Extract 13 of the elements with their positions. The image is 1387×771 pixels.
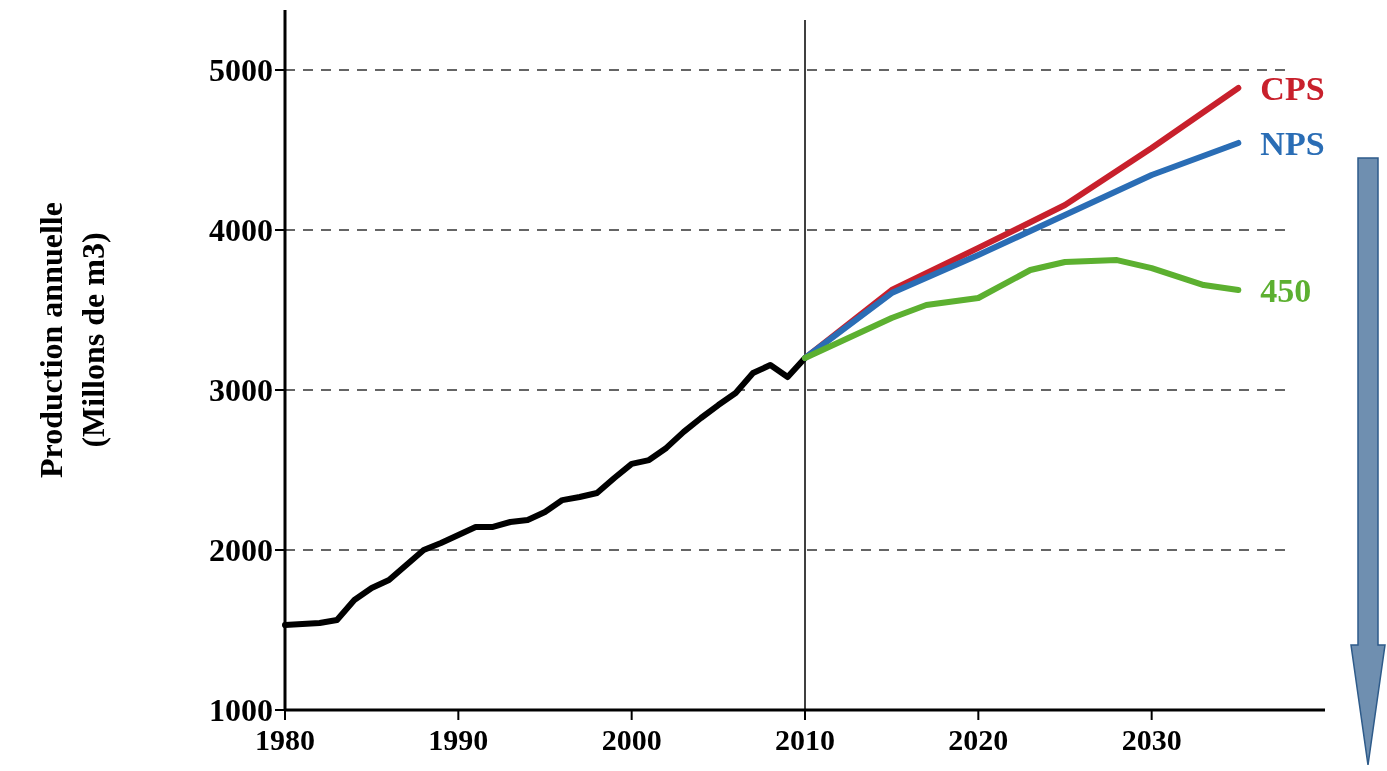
series-label: CPS [1260,69,1325,107]
x-tick-label: 1990 [428,723,489,756]
y-tick-label: 2000 [209,532,273,569]
series-label: 450 [1260,271,1312,309]
x-tick-label: 2030 [1121,723,1182,756]
x-tick-label: 2020 [948,723,1009,756]
x-tick-label: 2000 [601,723,662,756]
series-label: NPS [1260,124,1325,162]
y-axis-title: Production annuelle (Millons de m3) [33,202,111,478]
y-tick-label: 4000 [209,212,273,249]
x-tick-label: 2010 [775,723,835,756]
y-tick-label: 5000 [209,52,273,89]
y-tick-label: 3000 [209,372,273,409]
